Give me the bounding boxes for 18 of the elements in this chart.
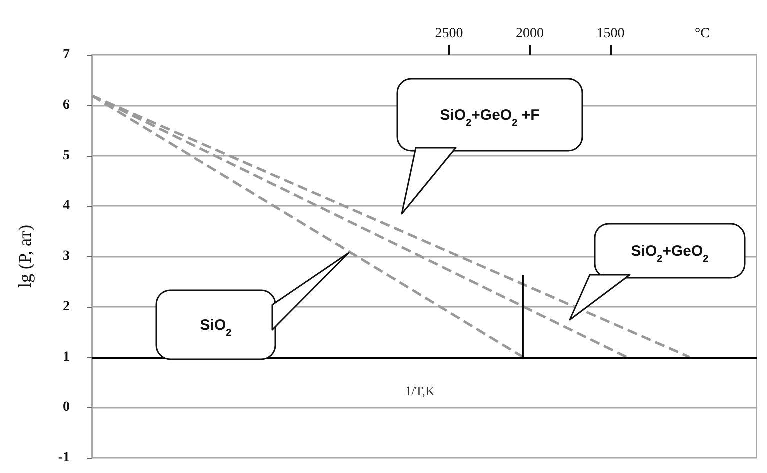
y-tick-label: 0 — [63, 400, 70, 416]
x-tick-label: 2500 — [435, 26, 464, 42]
annotation: SiO$_{2}$+GeO$_{2}$ — [631, 243, 710, 264]
y-axis-title: lg (P, ат) — [15, 225, 35, 288]
y-tick-label: 2 — [63, 299, 70, 314]
y-tick-label: 4 — [63, 198, 70, 214]
y-tick-label: 5 — [63, 148, 70, 164]
y-tick-label: -1 — [58, 450, 70, 466]
y-tick-label: 6 — [63, 98, 70, 113]
x-tick-label: 2000 — [516, 26, 544, 42]
x-tick-label: 1500 — [596, 26, 625, 42]
annotation: 1/T,K — [405, 384, 436, 398]
y-tick-label: 7 — [63, 48, 70, 62]
x-axis-title: °C — [695, 26, 710, 42]
y-tick-label: 1 — [63, 350, 70, 365]
y-tick-label: 3 — [63, 249, 70, 264]
annotation: SiO$_{2}$+GeO$_{2}$ +F — [440, 107, 540, 128]
annotation: SiO$_{2}$ — [200, 317, 232, 338]
